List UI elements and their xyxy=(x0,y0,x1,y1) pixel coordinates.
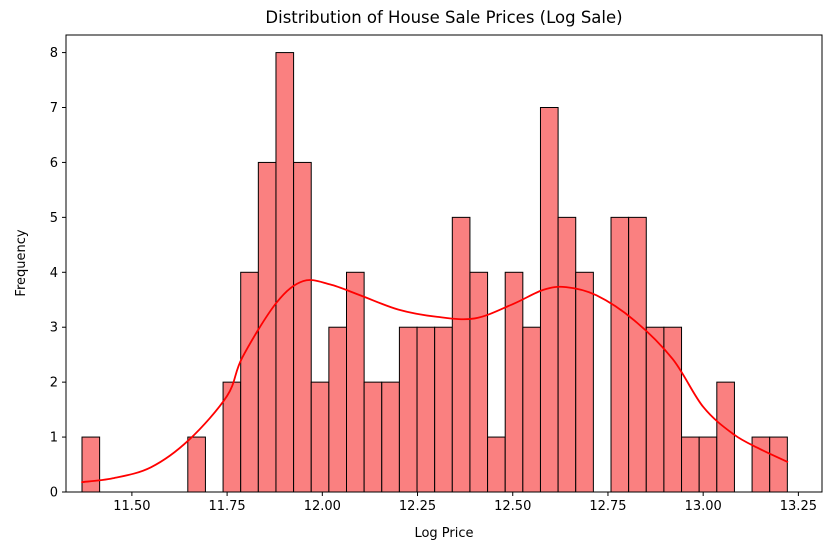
y-tick-label: 3 xyxy=(50,321,58,336)
x-tick-label: 12.50 xyxy=(494,499,531,514)
x-tick-label: 12.00 xyxy=(304,499,341,514)
histogram-bar xyxy=(416,326,436,493)
y-axis-ticks: 0 1 2 3 4 5 6 7 8 xyxy=(50,46,66,501)
histogram-bar xyxy=(240,271,259,493)
x-tick-label: 12.25 xyxy=(399,499,436,514)
histogram-bar xyxy=(716,381,735,493)
histogram-bar xyxy=(81,436,101,493)
histogram-bar xyxy=(434,326,453,493)
histogram-bar xyxy=(539,107,559,493)
x-tick-label: 13.25 xyxy=(780,499,817,514)
histogram-bar xyxy=(293,161,312,493)
y-tick-label: 8 xyxy=(50,46,58,61)
y-tick-label: 0 xyxy=(50,486,58,501)
histogram-bar xyxy=(275,52,295,493)
histogram-bar xyxy=(487,436,506,493)
y-tick-label: 6 xyxy=(50,156,58,171)
y-axis-label: Frequency xyxy=(14,229,29,296)
chart-title: Distribution of House Sale Prices (Log S… xyxy=(265,8,622,27)
histogram-bar xyxy=(346,271,365,493)
x-tick-label: 11.75 xyxy=(208,499,245,514)
histogram-bar xyxy=(645,326,665,493)
x-axis-label: Log Price xyxy=(414,526,473,541)
y-tick-label: 7 xyxy=(50,101,58,116)
x-tick-label: 13.00 xyxy=(685,499,722,514)
x-tick-label: 12.75 xyxy=(589,499,626,514)
y-tick-label: 2 xyxy=(50,376,58,391)
y-tick-label: 5 xyxy=(50,211,58,226)
histogram-bar xyxy=(257,161,277,493)
axes-spines xyxy=(65,34,823,493)
histogram-bar xyxy=(363,381,383,493)
histogram-bar xyxy=(328,326,347,493)
histogram-bar xyxy=(751,436,771,493)
histogram-bar xyxy=(504,271,524,493)
histogram-bars xyxy=(81,52,788,493)
histogram-bar xyxy=(451,216,471,493)
histogram-bar xyxy=(628,216,647,493)
histogram-bar xyxy=(610,216,630,493)
histogram-bar xyxy=(681,436,700,493)
histogram-bar xyxy=(381,381,400,493)
histogram-bar xyxy=(769,436,788,493)
histogram-bar xyxy=(557,216,577,493)
kde-curve-group xyxy=(81,279,789,484)
histogram-bar xyxy=(469,271,489,493)
kde-curve xyxy=(81,279,789,484)
x-tick-label: 11.50 xyxy=(113,499,150,514)
x-axis-ticks: 11.50 11.75 12.00 12.25 12.50 12.75 13.00 13.25 xyxy=(113,492,817,514)
histogram-bar xyxy=(698,436,718,493)
histogram-bar xyxy=(522,326,541,493)
histogram-bar xyxy=(187,436,206,493)
y-tick-label: 1 xyxy=(50,431,58,446)
y-tick-label: 4 xyxy=(50,266,58,281)
histogram-bar xyxy=(398,326,418,493)
histogram-bar xyxy=(310,381,330,493)
histogram-bar xyxy=(575,271,594,493)
